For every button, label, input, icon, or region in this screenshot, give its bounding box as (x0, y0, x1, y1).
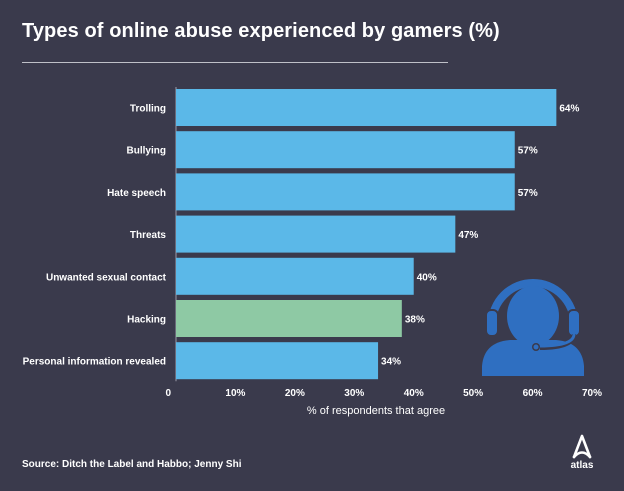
category-label: Unwanted sexual contact (46, 272, 167, 283)
category-label: Threats (130, 230, 167, 241)
x-tick-label: 20% (285, 388, 305, 399)
category-label: Trolling (130, 104, 166, 115)
x-tick-label: 0 (165, 388, 171, 399)
data-label: 57% (518, 188, 538, 199)
title-divider (22, 62, 448, 63)
chart-title: Types of online abuse experienced by gam… (22, 20, 500, 42)
atlas-logo-icon (572, 434, 592, 459)
category-label: Hate speech (107, 188, 166, 199)
data-label: 34% (381, 357, 401, 368)
category-label: Personal information revealed (23, 357, 166, 368)
x-tick-label: 60% (523, 388, 543, 399)
source-text: Ditch the Label and Habbo; Jenny Shi (62, 459, 242, 470)
x-tick-label: 30% (344, 388, 364, 399)
x-tick-label: 50% (463, 388, 483, 399)
x-tick-label: 10% (225, 388, 245, 399)
data-label: 64% (559, 104, 579, 115)
x-tick-label: 40% (404, 388, 424, 399)
bar (176, 215, 456, 253)
atlas-logo-text: atlas (570, 460, 594, 471)
bar-chart: Trolling 64% Bullying 57% Hate speech 57% Thre… (23, 87, 602, 417)
bar (176, 257, 414, 295)
category-label: Hacking (127, 315, 166, 326)
headset-icon (482, 279, 584, 376)
x-axis-title: % of respondents that agree (307, 405, 445, 417)
bar (176, 89, 557, 126)
x-tick-label: 70% (582, 388, 602, 399)
data-label: 47% (458, 230, 478, 241)
source-note: Source: Ditch the Label and Habbo; Jenny… (22, 459, 241, 470)
bar (176, 300, 402, 337)
atlas-logo: atlas (568, 432, 596, 476)
category-label: Bullying (127, 146, 166, 157)
data-label: 38% (405, 315, 425, 326)
data-label: 57% (518, 146, 538, 157)
source-label: Source: (22, 459, 60, 470)
bar (176, 173, 515, 211)
data-label: 40% (417, 272, 437, 283)
bar (176, 131, 515, 169)
bar (176, 342, 379, 380)
